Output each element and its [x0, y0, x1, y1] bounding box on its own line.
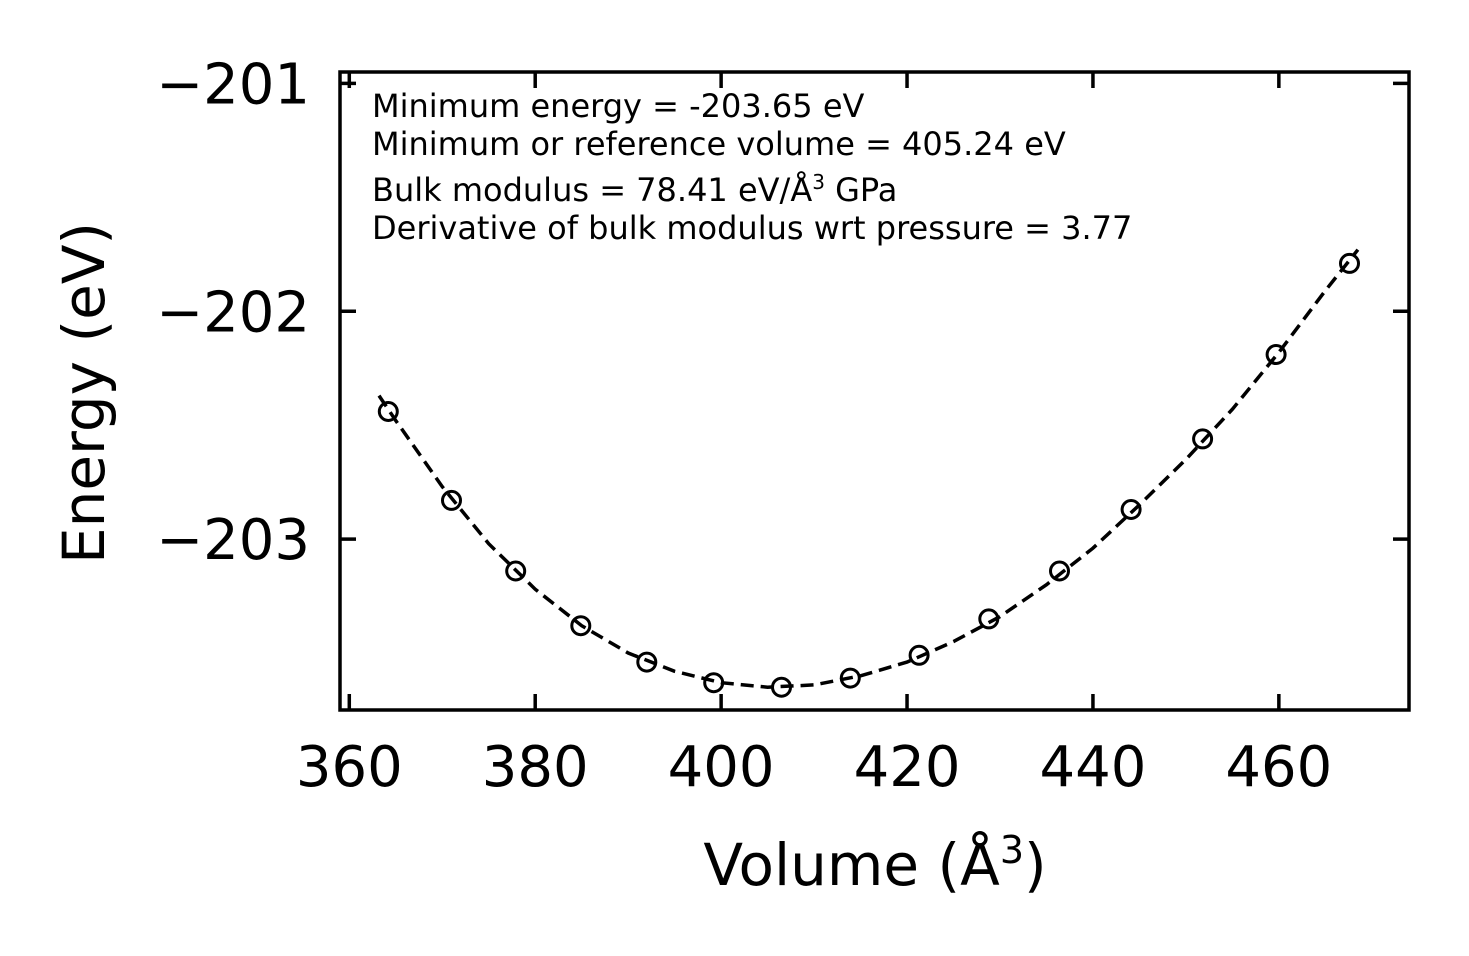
x-axis-label-text: Volume (Å	[703, 830, 1000, 899]
x-tick-label: 400	[668, 735, 775, 800]
data-point	[377, 401, 399, 422]
annotation-bulk-modulus-sup: 3	[812, 170, 825, 194]
data-point	[570, 615, 592, 637]
annotation-bulk-modulus-text: Bulk modulus = 78.41 eV/Å	[372, 171, 812, 209]
data-point	[1120, 499, 1142, 520]
y-tick-label: −203	[156, 508, 310, 573]
x-tick-label: 440	[1040, 735, 1147, 800]
x-tick-label: 460	[1225, 735, 1332, 800]
data-point	[1339, 252, 1360, 274]
annotation-block: Minimum energy = -203.65 eV Minimum or r…	[372, 87, 1132, 247]
annotation-bulk-modulus-unit: GPa	[825, 171, 897, 209]
data-point	[978, 608, 1000, 630]
x-tick-label: 420	[854, 735, 961, 800]
data-point	[441, 489, 462, 511]
x-tick-label: 360	[296, 735, 403, 800]
y-tick-label: −202	[156, 280, 310, 345]
data-point	[505, 560, 527, 582]
plot-area	[338, 70, 1411, 712]
x-axis-label: Volume (Å3)	[703, 828, 1046, 899]
x-axis-label-sup: 3	[1000, 828, 1024, 872]
data-point	[703, 672, 725, 694]
data-point	[1265, 344, 1287, 365]
annotation-derivative: Derivative of bulk modulus wrt pressure …	[372, 209, 1132, 247]
data-point	[771, 676, 792, 698]
annotation-min-energy: Minimum energy = -203.65 eV	[372, 87, 865, 125]
points-layer	[377, 252, 1360, 698]
annotation-min-volume: Minimum or reference volume = 405.24 eV	[372, 125, 1066, 163]
data-point	[839, 667, 861, 689]
data-point	[1049, 560, 1070, 582]
annotation-bulk-modulus: Bulk modulus = 78.41 eV/Å3 GPa	[372, 170, 897, 209]
ticks-layer: 360 380 400 420 440 460 −201 −202 −203	[156, 52, 1409, 800]
x-tick-label: 380	[482, 735, 589, 800]
fit-layer	[377, 248, 1360, 689]
y-tick-label: −201	[156, 52, 310, 117]
data-point	[1192, 428, 1214, 450]
fit-curve	[377, 248, 1360, 689]
data-point	[636, 651, 658, 673]
y-axis-label: Energy (eV)	[50, 222, 118, 564]
data-point	[908, 644, 930, 666]
x-axis-label-close: )	[1024, 831, 1047, 899]
